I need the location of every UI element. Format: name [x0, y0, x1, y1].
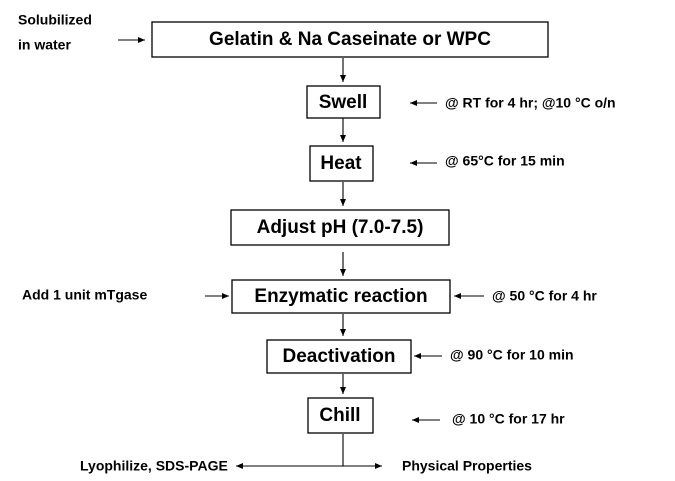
node-box	[306, 85, 381, 119]
boxes	[151, 21, 549, 434]
node-label: Heat	[320, 153, 362, 174]
input-note: in water	[18, 37, 71, 53]
input-note: Add 1 unit mTgase	[22, 287, 147, 303]
node-label: Adjust pH (7.0-7.5)	[257, 217, 424, 238]
node-box	[266, 339, 412, 374]
condition-note: @ RT for 4 hr; @10 °C o/n	[445, 95, 616, 111]
condition-note: @ 50 °C for 4 hr	[492, 288, 597, 304]
node-label: Chill	[319, 405, 360, 426]
output-label: Physical Properties	[402, 458, 532, 474]
node-label: Gelatin & Na Caseinate or WPC	[209, 29, 491, 50]
condition-note: @ 90 °C for 10 min	[450, 347, 574, 363]
node-box	[309, 145, 374, 182]
connectors	[118, 37, 484, 469]
node-box	[307, 397, 374, 434]
output-label: Lyophilize, SDS-PAGE	[80, 458, 228, 474]
node-label: Deactivation	[283, 346, 396, 367]
node-box	[151, 21, 549, 58]
node-label: Enzymatic reaction	[254, 286, 427, 307]
condition-note: @ 65°C for 15 min	[445, 153, 565, 169]
node-box	[230, 209, 450, 246]
condition-note: @ 10 °C for 17 hr	[452, 411, 565, 427]
node-box	[231, 279, 451, 314]
node-label: Swell	[319, 92, 368, 113]
input-note: Solubilized	[18, 12, 92, 28]
